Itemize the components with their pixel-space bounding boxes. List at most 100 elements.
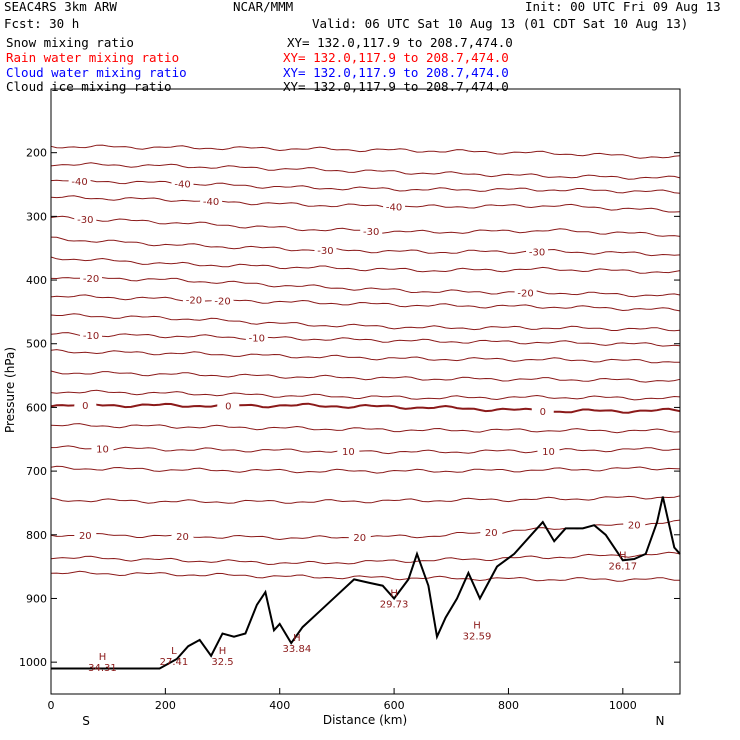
label-layer: -40 -40 -40 -40 -30 -30 -30 -30 -20 -20 -20 -20 -10 -…: [68, 174, 646, 674]
isotherm-label: 20: [485, 528, 498, 539]
terrain-layer: [51, 496, 681, 670]
y-tick-label: 200: [26, 147, 47, 160]
isotherm-line: [50, 570, 680, 582]
isotherm-label-bg: [182, 293, 205, 306]
isotherm-label-bg: [623, 518, 646, 531]
isotherm-label: -10: [249, 334, 265, 345]
isotherm-line: [50, 275, 681, 298]
isotherm-label: -40: [386, 202, 402, 213]
isotherm-line: [50, 445, 681, 455]
extremum-value: 32.59: [463, 631, 492, 642]
isotherm-line: [50, 332, 681, 347]
isotherm-label-bg: [74, 529, 97, 542]
extremum-value: 32.5: [211, 657, 233, 668]
isotherm-label: 10: [96, 444, 109, 455]
isotherm-line: [50, 236, 681, 257]
isotherm-label: -40: [71, 177, 87, 188]
isotherm-label: 10: [542, 447, 555, 458]
x-tick-label: 0: [48, 699, 55, 712]
isotherm-label: 20: [79, 531, 92, 542]
x-tick-label: 200: [155, 699, 176, 712]
isotherm-line: [50, 294, 681, 312]
isotherm-label-bg: [337, 445, 360, 458]
y-tick-label: 700: [26, 465, 47, 478]
y-tick-label: 800: [26, 529, 47, 542]
extremum-value: 26.17: [608, 561, 637, 572]
isotherm-label-bg: [80, 328, 103, 341]
field-cloudwater-xy: XY= 132.0,117.9 to 208.7,474.0: [283, 65, 509, 80]
isotherm-label: 0: [540, 407, 546, 418]
isotherm-label: -30: [529, 247, 545, 258]
isotherm-line: [50, 402, 681, 414]
terrain-line: [51, 496, 681, 670]
extremum-marker: L: [171, 646, 177, 657]
extremum-marker: H: [293, 633, 301, 644]
y-axis-label: Pressure (hPa): [3, 347, 17, 433]
model-title: SEAC4RS 3km ARW: [4, 0, 117, 14]
isotherm-label-bg: [171, 530, 194, 543]
field-rain-xy: XY= 132.0,117.9 to 208.7,474.0: [283, 50, 509, 65]
field-snow-xy: XY= 132.0,117.9 to 208.7,474.0: [287, 35, 513, 50]
isotherm-label: 20: [628, 520, 641, 531]
isotherm-label: -30: [317, 246, 333, 257]
field-cloudice-xy: XY= 132.0,117.9 to 208.7,474.0: [283, 79, 509, 94]
field-cloudwater-name: Cloud water mixing ratio: [6, 65, 187, 80]
y-tick-label: 400: [26, 274, 47, 287]
x-tick-label: 1000: [609, 699, 637, 712]
isotherm-label: -30: [77, 215, 93, 226]
field-cloudice-name: Cloud ice mixing ratio: [6, 79, 172, 94]
isotherm-label: 20: [176, 532, 189, 543]
axis-layer: 0 200 400 600 800 100020030040050060070080090…: [19, 147, 680, 712]
isotherm-label-bg: [348, 531, 371, 544]
isotherm-layer: [50, 144, 681, 582]
isotherm-line: [50, 495, 681, 504]
isotherm-line: [50, 313, 681, 332]
plot-frame: [50, 88, 681, 695]
extremum-marker: H: [390, 588, 398, 599]
isotherm-label: -20: [83, 274, 99, 285]
isotherm-line: [50, 178, 681, 194]
center-label: NCAR/MMM: [233, 0, 294, 14]
isotherm-label-bg: [314, 243, 337, 256]
isotherm-label: 20: [353, 533, 366, 544]
isotherm-label-bg: [171, 177, 194, 190]
x-right-end-label: N: [656, 714, 665, 728]
x-tick-label: 400: [269, 699, 290, 712]
isotherm-label-bg: [217, 399, 240, 412]
isotherm-label-bg: [360, 224, 383, 237]
isotherm-label: -30: [363, 227, 379, 238]
isotherm-label: -20: [517, 289, 533, 300]
isotherm-line: [50, 551, 681, 566]
x-left-end-label: S: [82, 714, 90, 728]
isotherm-line: [50, 195, 681, 213]
isotherm-line: [50, 162, 681, 180]
isotherm-line: [50, 370, 681, 383]
extremum-marker: H: [219, 646, 227, 657]
isotherm-label-bg: [91, 442, 114, 455]
extremum-marker: H: [619, 550, 627, 561]
init-time: Init: 00 UTC Fri 09 Aug 13: [525, 0, 721, 14]
extremum-value: 34.31: [88, 663, 117, 674]
x-tick-label: 800: [498, 699, 519, 712]
extremum-marker: H: [99, 652, 107, 663]
isotherm-label-bg: [74, 213, 97, 226]
extremum-value: 27.41: [160, 657, 189, 668]
isotherm-line: [50, 465, 681, 474]
isotherm-line: [50, 256, 681, 274]
y-tick-label: 1000: [19, 656, 47, 669]
isotherm-label-bg: [531, 404, 554, 417]
isotherm-label-bg: [383, 200, 406, 213]
field-rain-name: Rain water mixing ratio: [6, 50, 180, 65]
field-snow-name: Snow mixing ratio: [6, 35, 134, 50]
forecast-hour: Fcst: 30 h: [4, 16, 80, 31]
isotherm-label: -20: [214, 296, 230, 307]
isotherm-label-bg: [480, 526, 503, 539]
valid-time: Valid: 06 UTC Sat 10 Aug 13 (01 CDT Sat …: [312, 16, 689, 31]
isotherm-line: [50, 423, 681, 434]
isotherm-line: [50, 144, 681, 159]
isotherm-label-bg: [74, 399, 97, 412]
x-tick-label: 600: [384, 699, 405, 712]
isotherm-label-bg: [68, 174, 91, 187]
isotherm-label: -40: [203, 197, 219, 208]
